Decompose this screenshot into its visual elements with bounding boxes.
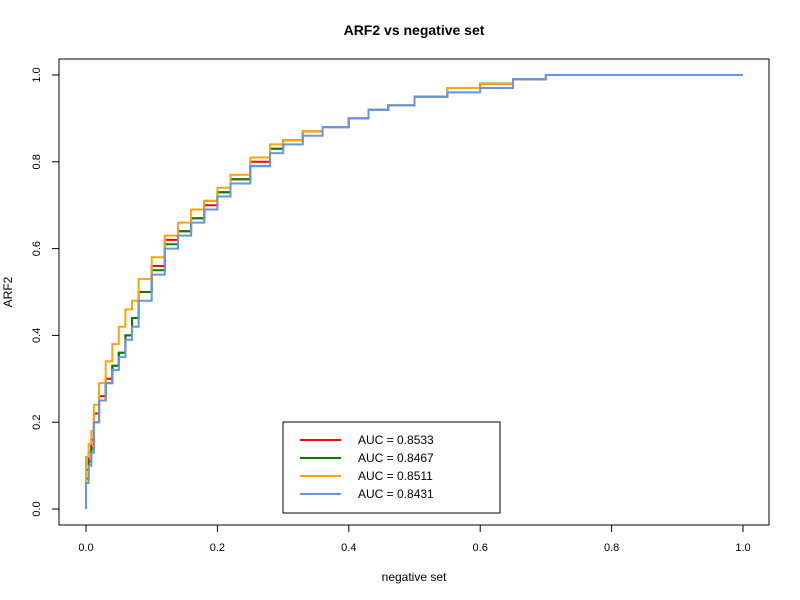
roc-curves <box>85 74 743 509</box>
x-axis: 0.0 0.2 0.4 0.6 0.8 1.0 <box>78 524 751 554</box>
legend-box <box>282 421 501 514</box>
y-tick-label: 0.0 <box>31 501 43 516</box>
y-tick-label: 1.0 <box>31 67 43 82</box>
x-tick-label: 0.8 <box>604 542 619 554</box>
y-tick-label: 0.6 <box>31 241 43 256</box>
y-tick-label: 0.2 <box>31 415 43 430</box>
legend: AUC = 0.8533 AUC = 0.8467 AUC = 0.8511 AUC … <box>282 421 501 514</box>
legend-label-4: AUC = 0.8431 <box>358 487 434 501</box>
legend-label-2: AUC = 0.8467 <box>358 451 434 465</box>
legend-label-1: AUC = 0.8533 <box>358 433 434 447</box>
legend-label-3: AUC = 0.8511 <box>358 469 433 483</box>
y-tick-label: 0.8 <box>31 154 43 169</box>
x-tick-label: 0.4 <box>341 542 356 554</box>
y-axis: 0.0 0.2 0.4 0.6 0.8 1.0 <box>31 67 60 517</box>
x-tick-label: 0.0 <box>78 542 93 554</box>
y-tick-label: 0.4 <box>31 328 43 343</box>
roc-curve-4 <box>85 74 743 509</box>
y-axis-label: ARF2 <box>1 276 15 307</box>
chart-title: ARF2 vs negative set <box>344 22 485 38</box>
x-tick-label: 0.2 <box>210 542 225 554</box>
x-axis-label: negative set <box>382 570 447 584</box>
x-tick-label: 1.0 <box>735 542 750 554</box>
x-tick-label: 0.6 <box>473 542 488 554</box>
